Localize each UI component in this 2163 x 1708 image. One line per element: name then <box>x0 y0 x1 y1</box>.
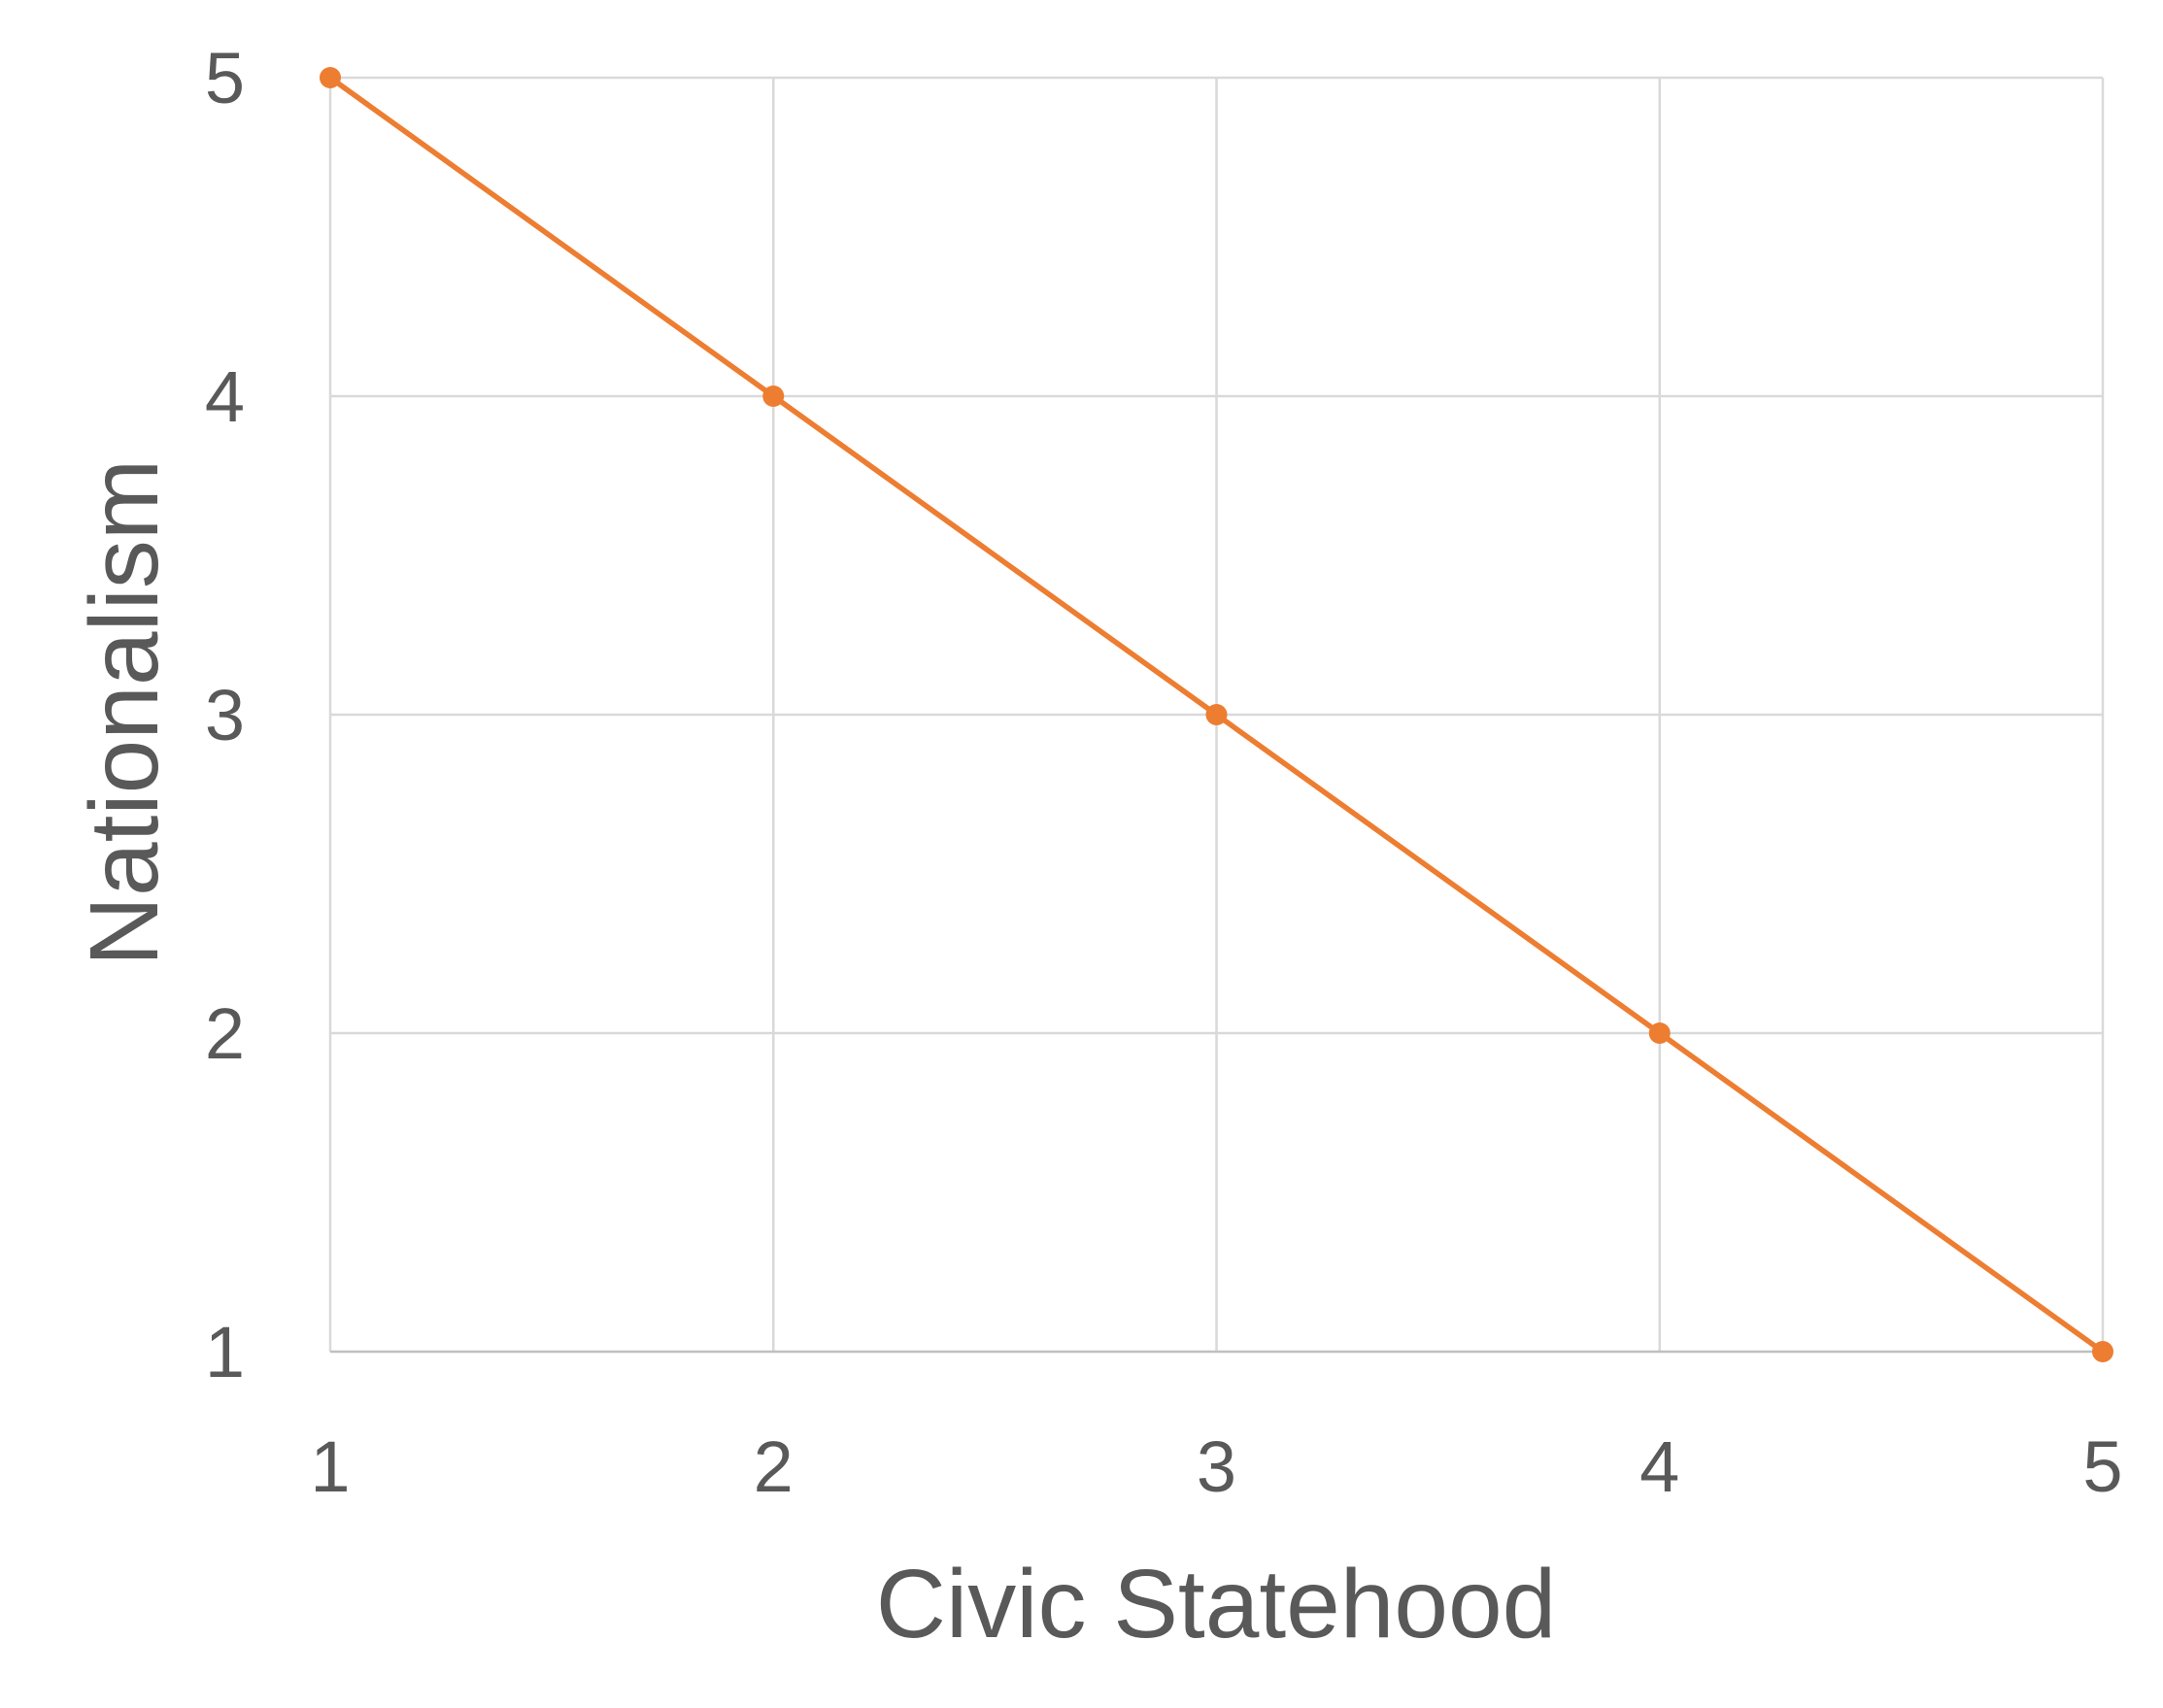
x-tick-label: 3 <box>1197 1426 1236 1507</box>
y-axis-title: Nationalism <box>70 459 179 966</box>
series <box>320 67 2113 1362</box>
y-tick-label: 1 <box>205 1312 245 1392</box>
x-tick-label: 4 <box>1639 1426 1679 1507</box>
x-tick-label: 5 <box>2082 1426 2122 1507</box>
data-point <box>1205 704 1228 725</box>
y-tick-label: 5 <box>205 38 245 118</box>
x-tick-label: 1 <box>310 1426 350 1507</box>
gridlines <box>328 76 2105 1352</box>
x-tick-label: 2 <box>754 1426 794 1507</box>
data-point <box>762 385 785 407</box>
data-point <box>1648 1022 1671 1044</box>
y-tick-label: 2 <box>205 993 245 1074</box>
y-tick-label: 4 <box>205 356 245 437</box>
x-axis-title: Civic Statehood <box>876 1550 1556 1658</box>
tick-labels: 1 2 3 4 5 1 2 3 4 5 <box>205 38 2123 1507</box>
y-tick-label: 3 <box>205 675 245 755</box>
data-point <box>320 67 341 88</box>
data-point <box>2092 1341 2113 1362</box>
